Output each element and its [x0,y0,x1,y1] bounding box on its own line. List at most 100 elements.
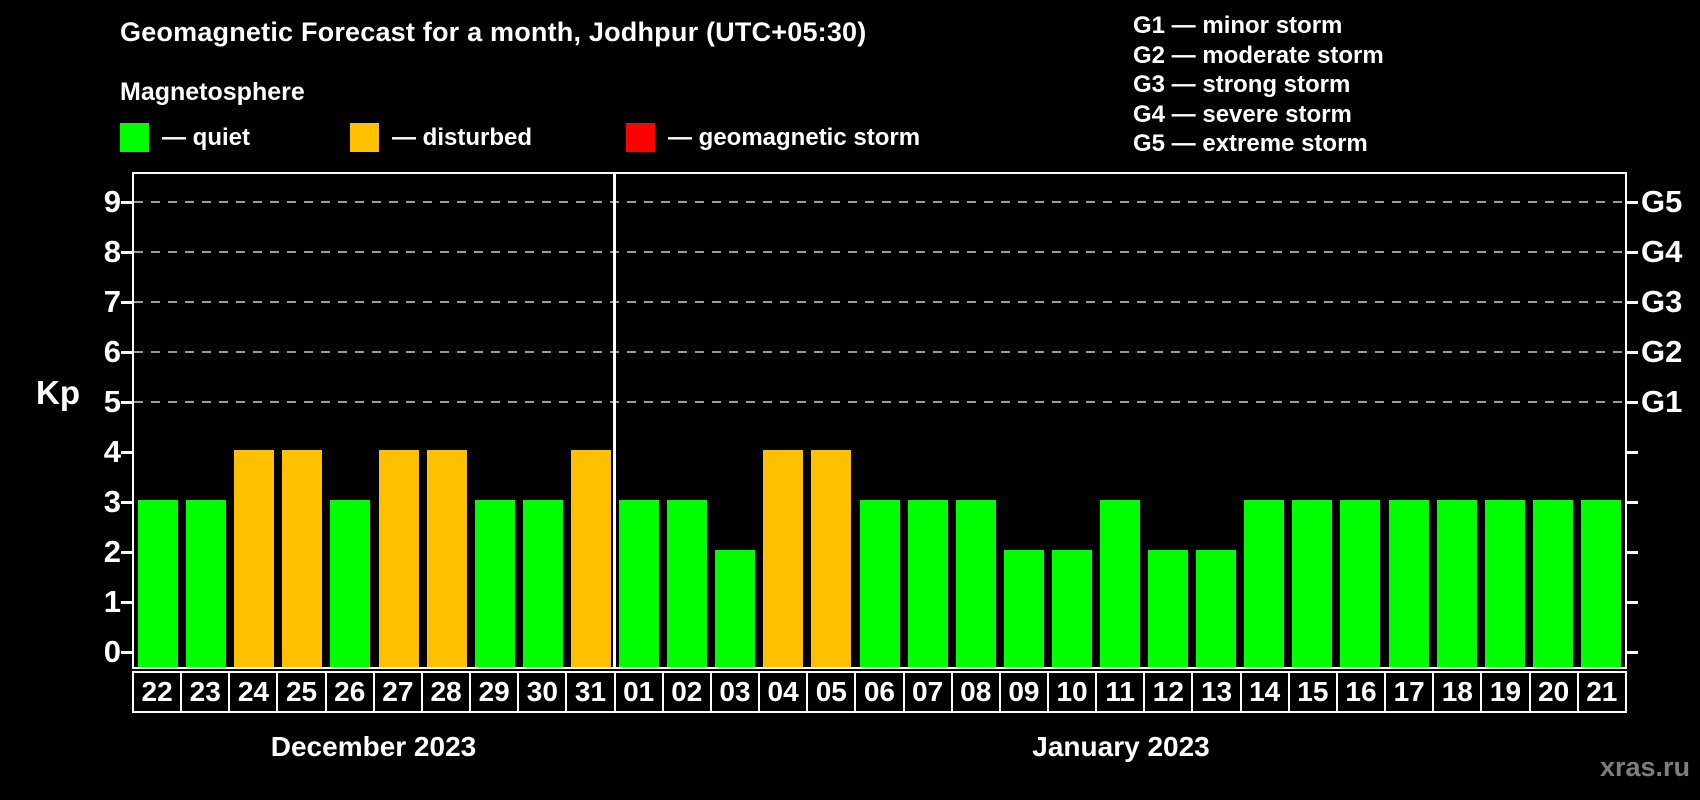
right-tick-kp5 [1627,401,1638,404]
legend-label-quiet: — quiet [162,123,250,151]
kp-bar-15 [1292,500,1333,667]
kp-bar-16 [1340,500,1381,667]
kp-bar-14 [1244,500,1285,667]
date-cell-28: 28 [420,671,472,713]
kp-bar-17 [1388,500,1429,667]
y-tick-label-6: 6 [103,334,121,369]
kp-bar-20 [1532,500,1573,667]
right-tick-kp8 [1627,251,1638,254]
right-tick-kp9 [1627,201,1638,204]
kp-bar-04 [763,450,804,667]
date-cell-05: 05 [806,671,857,713]
g-legend-line-g1: G1 — minor storm [1133,12,1343,39]
g-legend-line-g3: G3 — strong storm [1133,71,1351,98]
left-tick-kp1 [121,601,132,604]
left-tick-kp3 [121,501,132,504]
kp-bar-23 [186,500,227,667]
date-cell-01: 01 [613,671,664,713]
y-tick-label-5: 5 [103,384,121,419]
kp-bar-25 [282,450,323,667]
kp-bar-31 [570,450,611,667]
g-legend-line-g4: G4 — severe storm [1133,100,1352,128]
kp-bar-05 [811,450,852,667]
month-label-december: December 2023 [270,731,477,762]
kp-bar-01 [619,500,660,667]
kp-bar-19 [1484,500,1525,667]
kp-bar-12 [1148,550,1189,667]
y-tick-label-9: 9 [103,184,121,219]
y-tick-label-3: 3 [103,484,121,519]
kp-bar-29 [474,500,515,667]
kp-bar-24 [234,450,275,667]
left-tick-kp9 [121,201,132,204]
y-axis-label: Kp [36,374,80,411]
right-tick-kp3 [1627,501,1638,504]
legend-item-disturbed: — disturbed [350,122,532,153]
date-cell-10: 10 [1046,671,1098,713]
y-tick-label-7: 7 [103,284,121,319]
kp-bar-27 [378,450,419,667]
date-cell-26: 26 [324,671,375,713]
date-cell-20: 20 [1528,671,1579,713]
disturbed-color-swatch [350,123,379,152]
date-cell-15: 15 [1287,671,1338,713]
kp-bar-21 [1580,500,1621,667]
watermark-text: xras.ru [1599,752,1690,782]
left-tick-kp7 [121,301,132,304]
date-axis-row: 22 23 24 25 26 27 28 29 30 31 01 02 03 04 05 06 07 08 09 10… [132,671,1627,713]
kp-bar-07 [907,500,948,667]
month-divider-line [613,174,617,667]
date-cell-08: 08 [950,671,1001,713]
date-cell-11: 11 [1095,671,1146,713]
left-tick-kp8 [121,251,132,254]
left-tick-kp6 [121,351,132,354]
date-cell-14: 14 [1239,671,1290,713]
g-legend-line-g2: G2 — moderate storm [1133,41,1384,69]
storm-color-swatch [626,123,655,152]
right-tick-kp1 [1627,601,1638,604]
date-cell-13: 13 [1191,671,1242,713]
right-tick-kp6 [1627,351,1638,354]
y-tick-label-4: 4 [103,434,121,469]
right-tick-kp0 [1627,651,1638,654]
date-cell-16: 16 [1335,671,1387,713]
legend-item-quiet: — quiet [120,122,250,153]
y-tick-label-0: 0 [103,634,121,669]
kp-bar-10 [1051,550,1092,667]
date-cell-31: 31 [565,671,616,713]
legend-label-storm: — geomagnetic storm [668,123,921,151]
page-title: Geomagnetic Forecast for a month, Jodhpu… [120,17,867,47]
date-cell-30: 30 [517,671,568,713]
kp-bar-13 [1196,550,1237,667]
kp-bar-18 [1436,500,1477,667]
date-cell-02: 02 [661,671,712,713]
date-cell-22: 22 [132,671,183,713]
right-axis-g-labels: G1 G2 G3 G4 G5 [1641,172,1699,669]
y-axis-tick-labels: 0 1 2 3 4 5 6 7 8 9 [50,172,121,669]
date-cell-03: 03 [709,671,761,713]
kp-bar-28 [426,450,467,667]
left-tick-kp2 [121,551,132,554]
right-tick-kp7 [1627,301,1638,304]
date-cell-07: 07 [902,671,953,713]
right-axis-label-g1: G1 [1641,384,1683,419]
gridline-kp7 [134,301,1625,303]
kp-bar-06 [859,500,900,667]
chart-subtitle: Magnetosphere [120,78,305,106]
kp-bar-08 [955,500,996,667]
left-tick-kp5 [121,401,132,404]
date-cell-06: 06 [854,671,905,713]
right-axis-label-g4: G4 [1641,234,1683,269]
y-tick-label-1: 1 [103,584,121,619]
kp-forecast-chart [121,172,1638,669]
date-cell-18: 18 [1432,671,1483,713]
legend-item-storm: — geomagnetic storm [626,122,920,153]
right-axis-label-g3: G3 [1641,284,1683,319]
kp-bar-11 [1099,500,1140,667]
date-cell-09: 09 [998,671,1049,713]
date-cell-29: 29 [469,671,520,713]
legend-label-disturbed: — disturbed [392,123,533,151]
date-cell-24: 24 [228,671,279,713]
right-axis-label-g5: G5 [1641,184,1683,219]
kp-bar-03 [715,550,756,667]
